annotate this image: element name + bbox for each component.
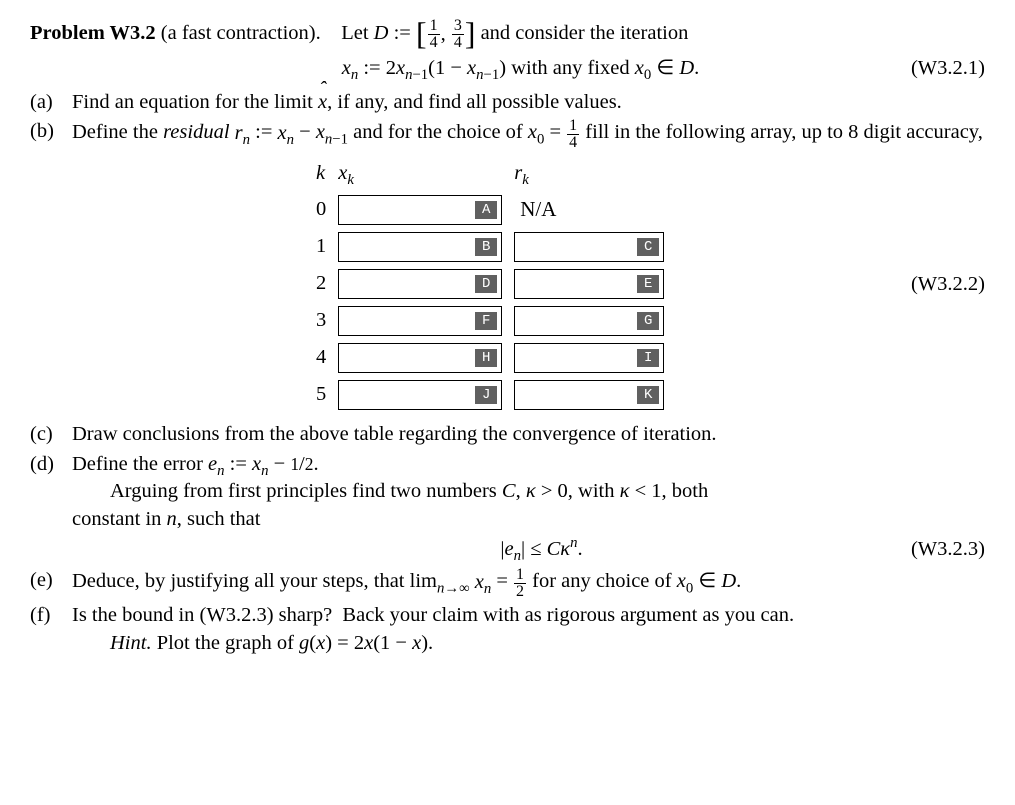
table-eqnum: (W3.2.2) [911, 271, 985, 299]
table-header-row: k xk rk [310, 157, 670, 191]
part-f-body: Is the bound in (W3.2.3) sharp? Back you… [72, 602, 985, 657]
part-d-line2: Arguing from first principles find two n… [72, 478, 985, 506]
rk-input-3[interactable]: G [514, 306, 664, 336]
xk-input-0[interactable]: A [338, 195, 502, 225]
tag-B: B [475, 238, 497, 256]
tag-H: H [475, 349, 497, 367]
tag-J: J [475, 386, 497, 404]
xk-input-2[interactable]: D [338, 269, 502, 299]
part-e: (e) Deduce, by justifying all your steps… [30, 567, 985, 600]
part-a-body: Find an equation for the limit x, if any… [72, 89, 985, 117]
tag-D: D [475, 275, 497, 293]
table-row: 0 A N/A [310, 191, 670, 228]
part-b-body: Define the residual rn := xn − xn−1 and … [72, 118, 985, 151]
x0-num: 1 [567, 118, 579, 135]
problem-header: Problem W3.2 (a fast contraction). Let D… [30, 18, 985, 51]
lead-in: Let [341, 22, 373, 44]
col-k: k [310, 157, 332, 191]
col-xk: xk [332, 157, 508, 191]
part-d-eqnum: (W3.2.3) [891, 536, 985, 564]
col-rk: rk [508, 157, 670, 191]
problem-number: Problem W3.2 [30, 22, 156, 44]
part-b-label: (b) [30, 118, 72, 151]
hint-label: Hint. [110, 632, 152, 654]
residual-word: residual [163, 122, 229, 144]
tag-C: C [637, 238, 659, 256]
part-c: (c) Draw conclusions from the above tabl… [30, 421, 985, 449]
assign-symbol: := [394, 22, 416, 44]
iteration-tail: with any fixed x0 ∈ D. [511, 57, 699, 79]
part-e-label: (e) [30, 567, 72, 600]
iteration-eqnum: (W3.2.1) [891, 55, 985, 83]
rk-input-4[interactable]: I [514, 343, 664, 373]
interval-left-den: 4 [428, 35, 440, 51]
rk-input-1[interactable]: C [514, 232, 664, 262]
part-f: (f) Is the bound in (W3.2.3) sharp? Back… [30, 602, 985, 657]
interval-right-num: 3 [452, 18, 464, 35]
parts-list-2: (c) Draw conclusions from the above tabl… [30, 421, 985, 658]
xk-input-3[interactable]: F [338, 306, 502, 336]
part-a-label: (a) [30, 89, 72, 117]
xk-input-1[interactable]: B [338, 232, 502, 262]
table-row: 2 D E [310, 265, 670, 302]
iteration-line: xn := 2xn−1(1 − xn−1) with any fixed x0 … [30, 55, 985, 83]
part-f-label: (f) [30, 602, 72, 657]
k-3: 3 [310, 302, 332, 339]
table-region: k xk rk 0 A N/A 1 B C 2 D E 3 F [30, 157, 985, 413]
rk-0-na: N/A [514, 197, 556, 221]
table-row: 4 H I [310, 339, 670, 376]
k-2: 2 [310, 265, 332, 302]
tag-A: A [475, 201, 497, 219]
interval-left-num: 1 [428, 18, 440, 35]
part-d-ineq: |en| ≤ Cκn. [72, 536, 891, 564]
tag-F: F [475, 312, 497, 330]
page: Problem W3.2 (a fast contraction). Let D… [0, 0, 1015, 805]
table-row: 1 B C [310, 228, 670, 265]
part-b: (b) Define the residual rn := xn − xn−1 … [30, 118, 985, 151]
table-row: 5 J K [310, 376, 670, 413]
rk-input-5[interactable]: K [514, 380, 664, 410]
x0-den: 4 [567, 135, 579, 151]
part-d: (d) Define the error en := xn − 1/2. Arg… [30, 451, 985, 566]
problem-subtitle: (a fast contraction). [161, 22, 321, 44]
tag-E: E [637, 275, 659, 293]
k-1: 1 [310, 228, 332, 265]
part-b-pre: Define the [72, 122, 163, 144]
part-d-body: Define the error en := xn − 1/2. Arguing… [72, 451, 985, 566]
table-row: 3 F G [310, 302, 670, 339]
interval-expr: [ 14 , 34 ] [416, 18, 475, 51]
D-symbol: D [374, 22, 389, 44]
k-5: 5 [310, 376, 332, 413]
parts-list: (a) Find an equation for the limit x, if… [30, 89, 985, 152]
part-d-label: (d) [30, 451, 72, 566]
xk-input-5[interactable]: J [338, 380, 502, 410]
k-4: 4 [310, 339, 332, 376]
interval-right-den: 4 [452, 35, 464, 51]
iteration-formula: xn := 2xn−1(1 − xn−1) with any fixed x0 … [30, 55, 891, 83]
after-interval: and consider the iteration [481, 22, 689, 44]
part-e-body: Deduce, by justifying all your steps, th… [72, 567, 985, 600]
xk-input-4[interactable]: H [338, 343, 502, 373]
part-c-label: (c) [30, 421, 72, 449]
tag-G: G [637, 312, 659, 330]
part-f-hint: Hint. Plot the graph of g(x) = 2x(1 − x)… [72, 630, 985, 658]
part-c-body: Draw conclusions from the above table re… [72, 421, 985, 449]
iteration-table: k xk rk 0 A N/A 1 B C 2 D E 3 F [310, 157, 670, 413]
part-a: (a) Find an equation for the limit x, if… [30, 89, 985, 117]
rk-input-2[interactable]: E [514, 269, 664, 299]
tag-K: K [637, 386, 659, 404]
tag-I: I [637, 349, 659, 367]
k-0: 0 [310, 191, 332, 228]
